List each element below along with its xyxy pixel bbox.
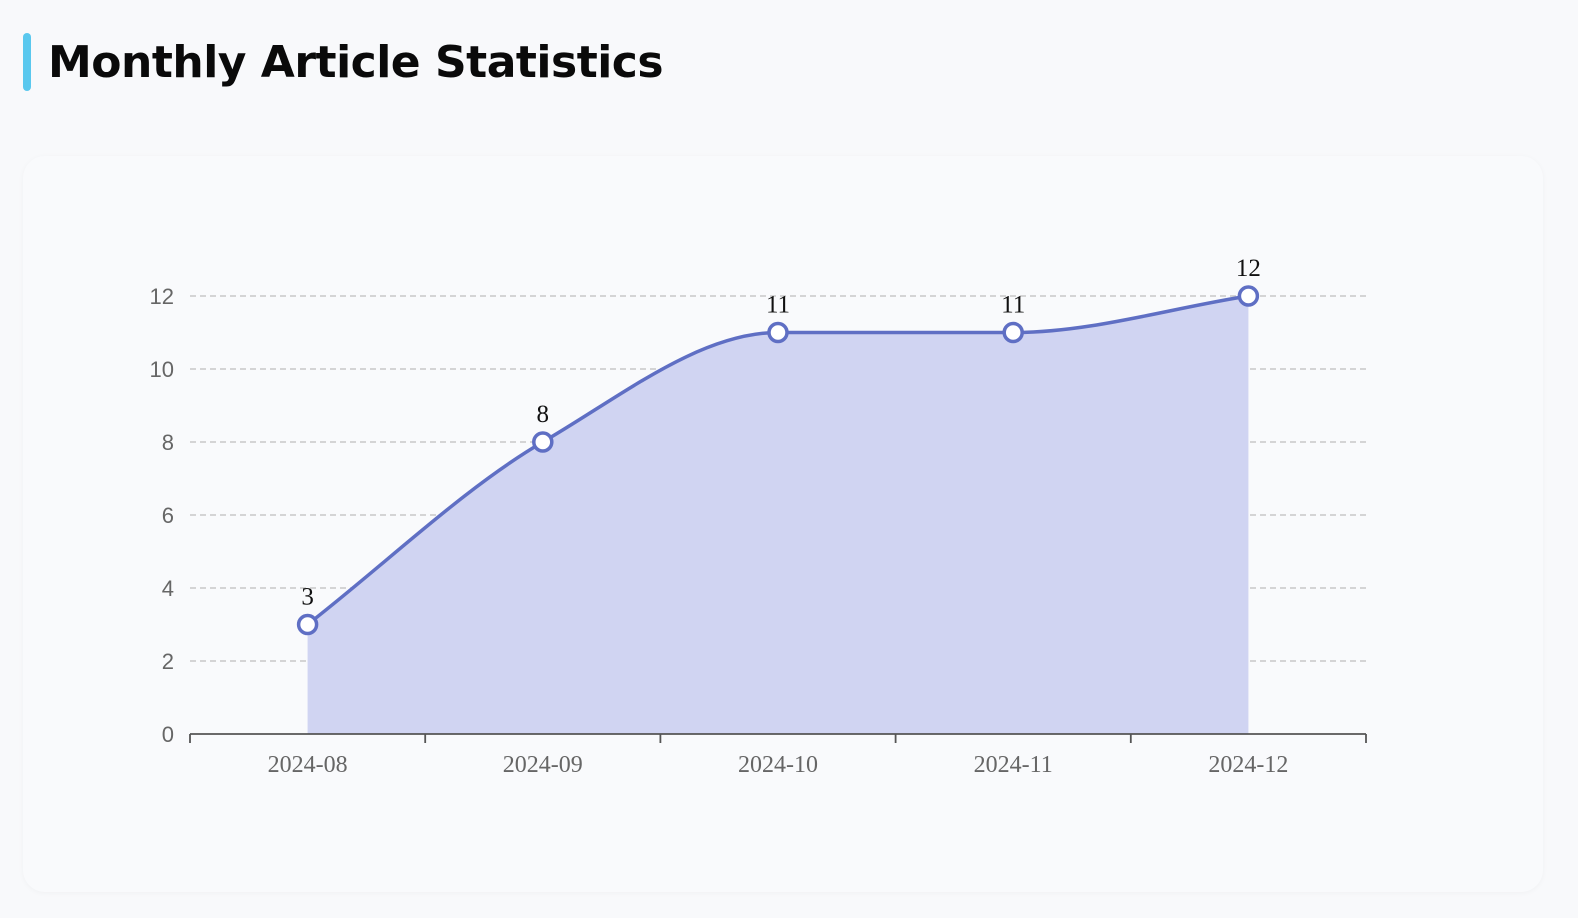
- x-tick-label: 2024-11: [974, 752, 1053, 778]
- data-point-markers: [296, 285, 1260, 636]
- x-axis: [189, 733, 1367, 743]
- area-fill-layer: [307, 296, 1249, 734]
- data-point[interactable]: [532, 431, 554, 453]
- y-tick-label: 4: [162, 576, 174, 601]
- data-label: 12: [1236, 255, 1261, 282]
- y-tick-label: 12: [150, 284, 174, 309]
- x-tick-label: 2024-10: [738, 752, 818, 778]
- data-label: 11: [766, 292, 790, 319]
- x-tick-label: 2024-09: [503, 752, 583, 778]
- data-point[interactable]: [1237, 285, 1260, 307]
- data-labels: 3 8 11 11 12: [301, 255, 1261, 611]
- y-tick-label: 0: [162, 722, 174, 747]
- x-tick-label: 2024-12: [1208, 752, 1288, 778]
- data-label: 11: [1001, 292, 1025, 319]
- page-title: Monthly Article Statistics: [48, 36, 664, 88]
- y-axis-tick-labels: 0 2 4 6 8 10 12: [150, 284, 174, 747]
- series-area: [307, 296, 1249, 734]
- y-tick-label: 2: [162, 649, 174, 674]
- data-point[interactable]: [767, 321, 789, 344]
- y-tick-label: 6: [162, 503, 174, 528]
- y-tick-label: 8: [162, 430, 174, 455]
- title-accent-bar: [23, 33, 31, 91]
- data-label: 3: [301, 584, 314, 611]
- x-tick-label: 2024-08: [268, 752, 348, 778]
- chart-card: 0 2 4 6 8 10 12 2024-08 2024-09 2024-10 2024-11 20…: [23, 156, 1543, 892]
- data-point[interactable]: [1002, 321, 1024, 344]
- title-row: Monthly Article Statistics: [23, 33, 664, 91]
- x-axis-tick-labels: 2024-08 2024-09 2024-10 2024-11 2024-12: [268, 752, 1289, 778]
- y-tick-label: 10: [150, 357, 174, 382]
- data-label: 8: [537, 401, 550, 428]
- data-point[interactable]: [296, 613, 319, 636]
